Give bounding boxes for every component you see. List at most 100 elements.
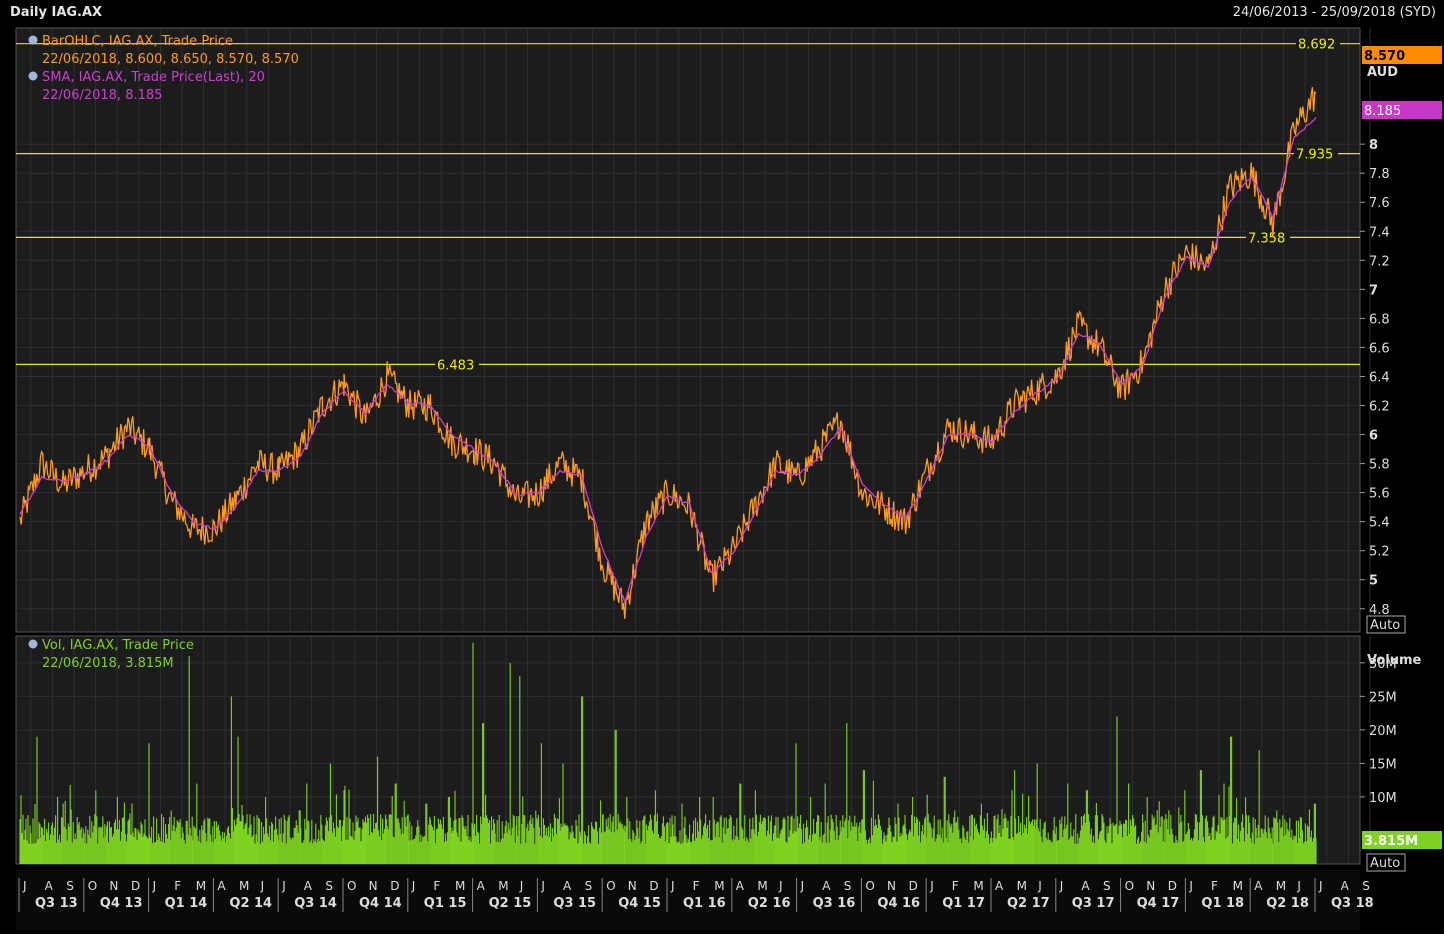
month-label: J: [22, 879, 27, 893]
month-label: M: [757, 879, 767, 893]
month-label: J: [152, 879, 157, 893]
month-label: D: [649, 879, 658, 893]
quarter-label: Q3 18: [1331, 896, 1374, 911]
level-label-bg: [1246, 229, 1290, 245]
month-label: M: [196, 879, 206, 893]
price-tick-label: 8: [1369, 138, 1378, 153]
month-label: D: [909, 879, 918, 893]
price-tick-label: 6.2: [1369, 400, 1390, 415]
last-price-tag-bg: [1362, 46, 1442, 64]
month-label: D: [1168, 879, 1177, 893]
quarter-label: Q4 14: [359, 896, 402, 911]
price-ohlc-series[interactable]: [19, 87, 1317, 619]
month-label: J: [1296, 879, 1301, 893]
month-label: F: [693, 879, 700, 893]
legend-clock-icon[interactable]: [28, 71, 38, 81]
last-volume-tag: 3.815M: [1364, 834, 1418, 849]
month-label: N: [109, 879, 118, 893]
level-label: 8.692: [1298, 38, 1335, 53]
quarter-label: Q4 15: [618, 896, 661, 911]
legend-clock-icon[interactable]: [28, 35, 38, 45]
month-label: M: [973, 879, 983, 893]
quarter-label: Q1 17: [942, 896, 985, 911]
level-label-bg: [435, 356, 479, 372]
quarter-label: Q3 17: [1072, 896, 1115, 911]
month-label: J: [519, 879, 524, 893]
chart-title: Daily IAG.AX: [10, 5, 103, 20]
level-label-bg: [1294, 145, 1338, 161]
month-label: N: [1146, 879, 1155, 893]
volume-axis-title: Volume: [1367, 653, 1422, 668]
price-tick-label: 5.4: [1369, 516, 1390, 531]
volume-auto-label: Auto: [1370, 856, 1400, 871]
price-auto-button[interactable]: [1366, 615, 1406, 634]
quarter-label: Q3 14: [294, 896, 337, 911]
price-tick-label: 7: [1369, 283, 1378, 298]
month-label: A: [822, 879, 831, 893]
volume-auto-button[interactable]: [1366, 853, 1406, 872]
sma-legend-values: 22/06/2018, 8.185: [42, 88, 162, 103]
month-label: M: [1233, 879, 1243, 893]
price-legend: BarOHLC, IAG.AX, Trade Price 22/06/2018,…: [28, 34, 299, 103]
month-label: D: [131, 879, 140, 893]
price-tick-label: 6.4: [1369, 370, 1390, 385]
quarter-label: Q1 15: [424, 896, 467, 911]
month-label: S: [325, 879, 333, 893]
quarter-label: Q1 14: [165, 896, 208, 911]
sma-tag: 8.185: [1364, 104, 1401, 119]
month-label: S: [1103, 879, 1111, 893]
month-label: N: [628, 879, 637, 893]
volume-tick-label: 10M: [1369, 791, 1397, 806]
x-axis-bg: [16, 870, 1360, 930]
month-label: A: [1341, 879, 1350, 893]
month-label: A: [1254, 879, 1263, 893]
month-label: F: [952, 879, 959, 893]
month-label: J: [1059, 879, 1064, 893]
month-label: J: [1037, 879, 1042, 893]
price-tick-label: 6.8: [1369, 312, 1390, 327]
volume-legend-label: Vol, IAG.AX, Trade Price: [42, 638, 194, 653]
month-label: J: [281, 879, 286, 893]
volume-tick-label: 25M: [1369, 690, 1397, 705]
month-label: N: [887, 879, 896, 893]
month-label: J: [929, 879, 934, 893]
month-label: F: [174, 879, 181, 893]
sma-series[interactable]: [19, 116, 1317, 605]
sma-tag-bg: [1362, 101, 1442, 119]
month-label: O: [347, 879, 356, 893]
month-label: J: [800, 879, 805, 893]
month-label: J: [1318, 879, 1323, 893]
price-tick-label: 7.8: [1369, 167, 1390, 182]
month-label: J: [670, 879, 675, 893]
price-panel-bg: [15, 27, 1361, 633]
month-label: S: [844, 879, 852, 893]
month-label: O: [865, 879, 874, 893]
month-label: O: [606, 879, 615, 893]
price-auto-label: Auto: [1370, 618, 1400, 633]
volume-tick-label: 20M: [1369, 724, 1397, 739]
quarter-label: Q3 16: [813, 896, 856, 911]
price-tick-label: 6.6: [1369, 341, 1390, 356]
sma-legend-label: SMA, IAG.AX, Trade Price(Last), 20: [42, 70, 265, 85]
last-volume-tag-bg: [1362, 831, 1442, 849]
quarter-label: Q2 17: [1007, 896, 1050, 911]
month-label: J: [778, 879, 783, 893]
month-label: J: [411, 879, 416, 893]
date-range: 24/06/2013 - 25/09/2018 (SYD): [1232, 5, 1436, 20]
quarter-label: Q1 16: [683, 896, 726, 911]
volume-axis: 10M 15M 20M 25M 30M: [1360, 657, 1397, 806]
month-label: M: [1017, 879, 1027, 893]
month-label: M: [1276, 879, 1286, 893]
quarter-label: Q3 13: [35, 896, 78, 911]
title-bar: Daily IAG.AX 24/06/2013 - 25/09/2018 (SY…: [0, 0, 1444, 26]
month-label: D: [390, 879, 399, 893]
legend-clock-icon[interactable]: [28, 639, 38, 649]
ohlc-legend-values: 22/06/2018, 8.600, 8.650, 8.570, 8.570: [42, 52, 299, 67]
volume-bars: [19, 642, 1317, 864]
month-label: M: [498, 879, 508, 893]
quarter-label: Q4 16: [877, 896, 920, 911]
level-label: 7.358: [1248, 231, 1285, 246]
price-tick-label: 7.4: [1369, 225, 1390, 240]
price-tick-label: 5.8: [1369, 458, 1390, 473]
